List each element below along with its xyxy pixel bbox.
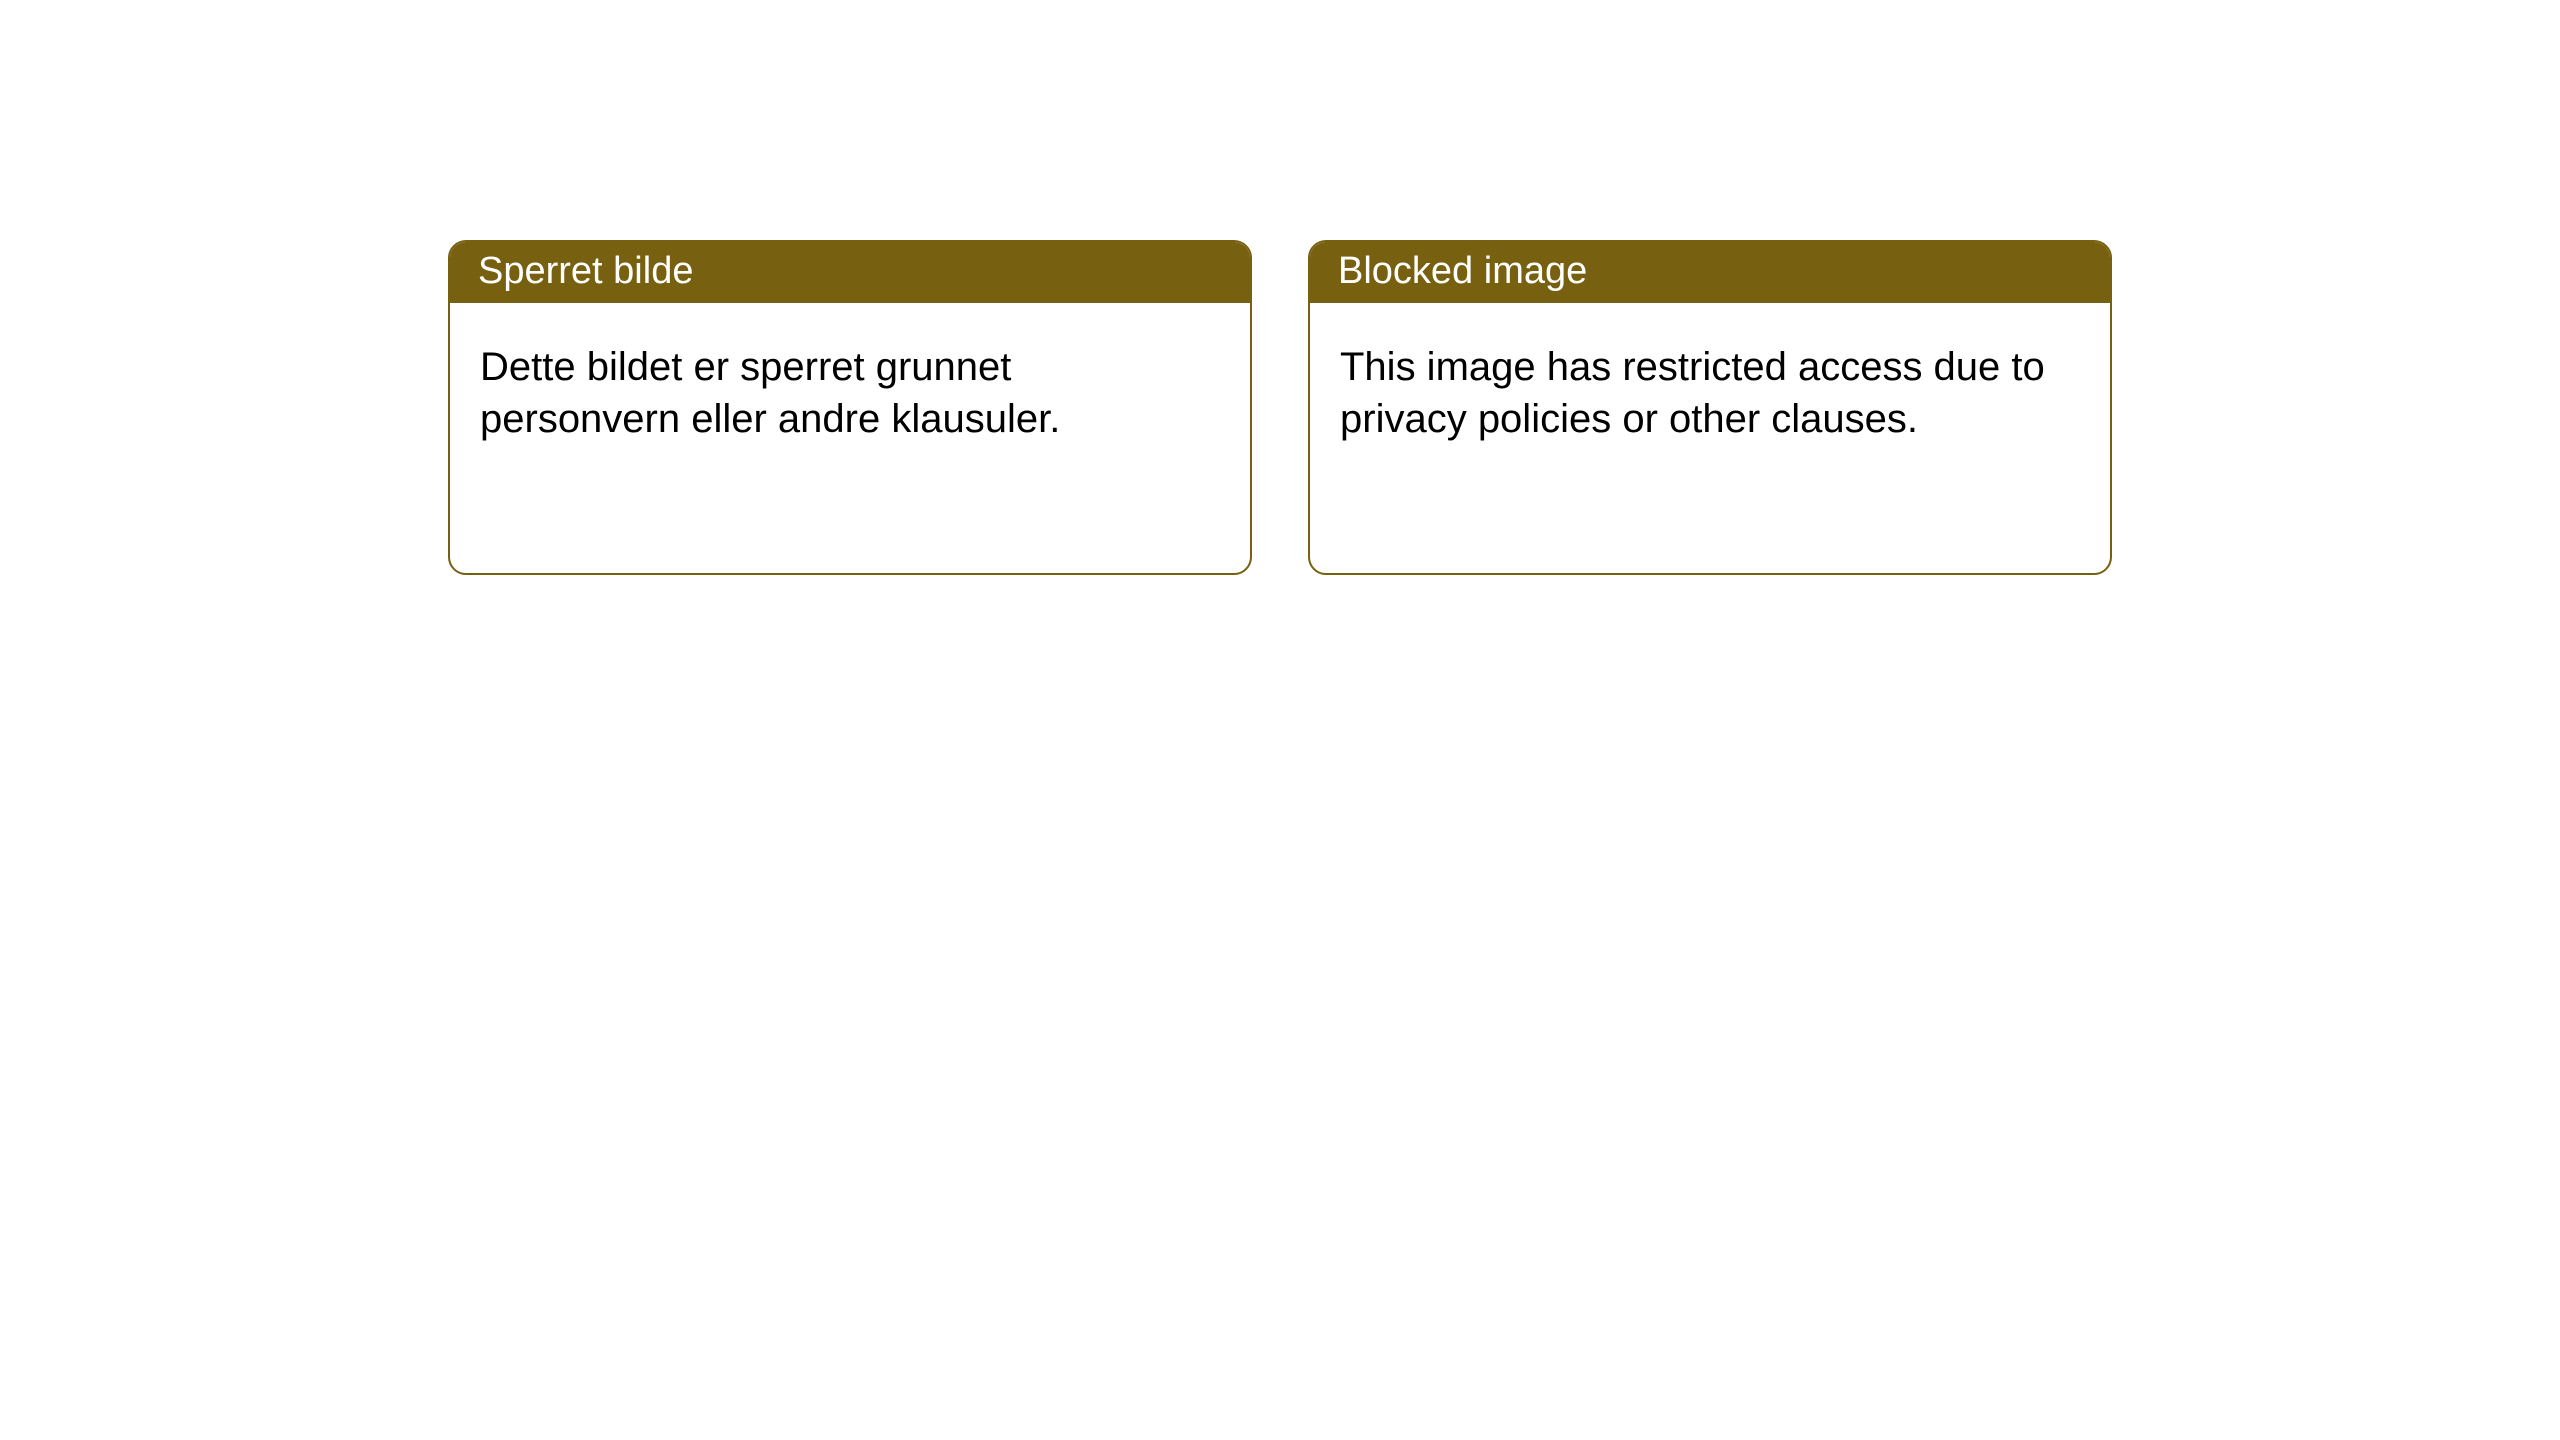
- card-body-text: Dette bildet er sperret grunnet personve…: [480, 345, 1060, 441]
- card-header: Blocked image: [1310, 242, 2110, 303]
- card-header: Sperret bilde: [450, 242, 1250, 303]
- notice-card-english: Blocked image This image has restricted …: [1308, 240, 2112, 575]
- card-body-text: This image has restricted access due to …: [1340, 345, 2045, 441]
- card-body: This image has restricted access due to …: [1310, 303, 2110, 573]
- notice-card-norwegian: Sperret bilde Dette bildet er sperret gr…: [448, 240, 1252, 575]
- card-body: Dette bildet er sperret grunnet personve…: [450, 303, 1250, 573]
- card-title: Sperret bilde: [478, 250, 693, 292]
- notice-container: Sperret bilde Dette bildet er sperret gr…: [0, 0, 2560, 575]
- card-title: Blocked image: [1338, 250, 1587, 292]
